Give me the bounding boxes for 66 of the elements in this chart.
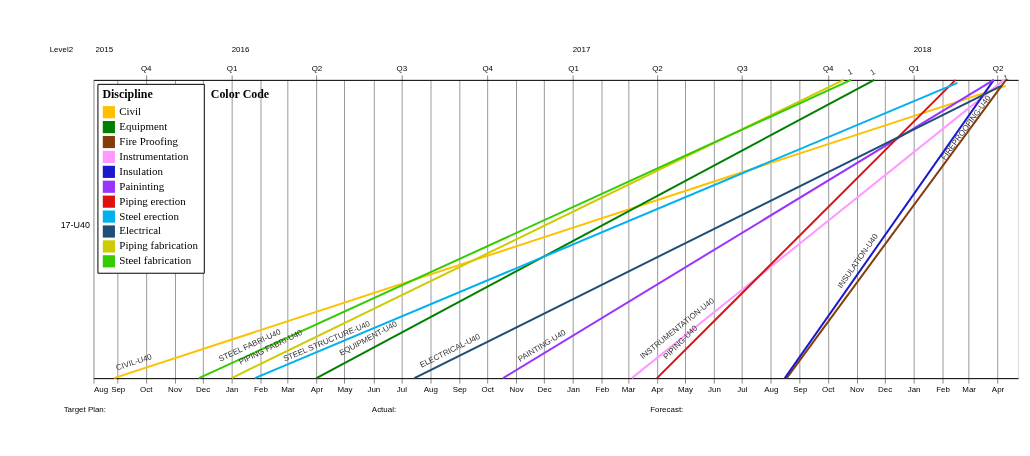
- x-tick-label: Apr: [991, 384, 1005, 394]
- x-tick-label: Jul: [396, 384, 408, 394]
- x-tick-label: May: [677, 384, 694, 394]
- x-tick-label: Dec: [537, 384, 552, 394]
- x2-tick-label: Q1: [226, 64, 238, 74]
- x-tick-label: Aug: [93, 384, 109, 394]
- legend-label: Steel fabrication: [119, 254, 192, 267]
- x-tick-label: Apr: [310, 384, 324, 394]
- x-tick-label: Feb: [254, 384, 269, 394]
- x-tick-label: Jun: [367, 384, 381, 394]
- x-tick-label: Nov: [509, 384, 524, 394]
- legend-title: Discipline: [102, 86, 153, 101]
- legend-label: Instrumentation: [119, 149, 189, 162]
- legend-label: Fire Proofing: [119, 135, 179, 147]
- legend-label: Steel erection: [119, 209, 180, 222]
- text: 2018: [913, 45, 932, 55]
- x-tick-label: Oct: [140, 384, 154, 394]
- x2-tick-label: Q2: [652, 64, 664, 74]
- x-tick-label: Mar: [962, 384, 977, 394]
- legend-label: Piping fabrication: [119, 239, 199, 252]
- legend-label: Insulation: [119, 164, 164, 177]
- x-tick-label: Sep: [111, 384, 126, 394]
- annotation: Color Code: [210, 86, 270, 101]
- x-tick-label: Dec: [878, 384, 893, 394]
- text: 2015: [95, 45, 114, 55]
- x-tick-label: Sep: [793, 384, 808, 394]
- x-tick-label: Feb: [595, 384, 610, 394]
- x-tick-label: Mar: [621, 384, 636, 394]
- text: 2016: [231, 45, 250, 55]
- legend-label: Piping erection: [119, 194, 187, 207]
- x2-tick-label: Q4: [140, 64, 153, 74]
- text: 2017: [572, 45, 591, 55]
- text: Target Plan:: [63, 404, 106, 414]
- legend-label: Electrical: [119, 224, 162, 237]
- x2-tick-label: Q3: [396, 64, 408, 74]
- x-tick-label: Sep: [452, 384, 468, 394]
- x2-tick-label: Q2: [311, 64, 323, 74]
- x2-tick-label: Q1: [908, 64, 920, 74]
- text: Actual:: [371, 404, 397, 414]
- x-tick-label: Oct: [481, 384, 495, 394]
- x-tick-label: Jul: [737, 384, 748, 394]
- legend-label: Paininting: [119, 179, 165, 192]
- x-tick-label: Aug: [764, 384, 779, 394]
- x-tick-label: Feb: [936, 384, 951, 394]
- x-tick-label: Nov: [168, 384, 183, 394]
- x-tick-label: Aug: [423, 384, 438, 394]
- x-tick-label: Oct: [822, 384, 836, 394]
- x-tick-label: Jun: [708, 384, 721, 394]
- x2-tick-label: Q3: [737, 64, 749, 74]
- text: Forecast:: [650, 404, 684, 414]
- x-tick-label: Nov: [850, 384, 865, 394]
- y-axis-title: 17-U40: [60, 219, 90, 230]
- legend-label: Equipment: [119, 120, 168, 133]
- x2-tick-label: Q2: [992, 64, 1004, 74]
- x-tick-label: Jan: [907, 384, 921, 394]
- x-tick-label: Dec: [196, 384, 211, 394]
- text: Level2: [49, 45, 74, 55]
- x-tick-label: Jan: [225, 384, 239, 394]
- x-tick-label: Jan: [567, 384, 580, 394]
- x-tick-label: Apr: [651, 384, 665, 394]
- legend-label: Civil: [119, 105, 142, 118]
- x2-tick-label: Q4: [482, 64, 494, 74]
- x-tick-label: Mar: [281, 384, 296, 394]
- x-tick-label: May: [337, 384, 353, 394]
- x2-tick-label: Q1: [568, 64, 580, 74]
- x2-tick-label: Q4: [822, 64, 835, 74]
